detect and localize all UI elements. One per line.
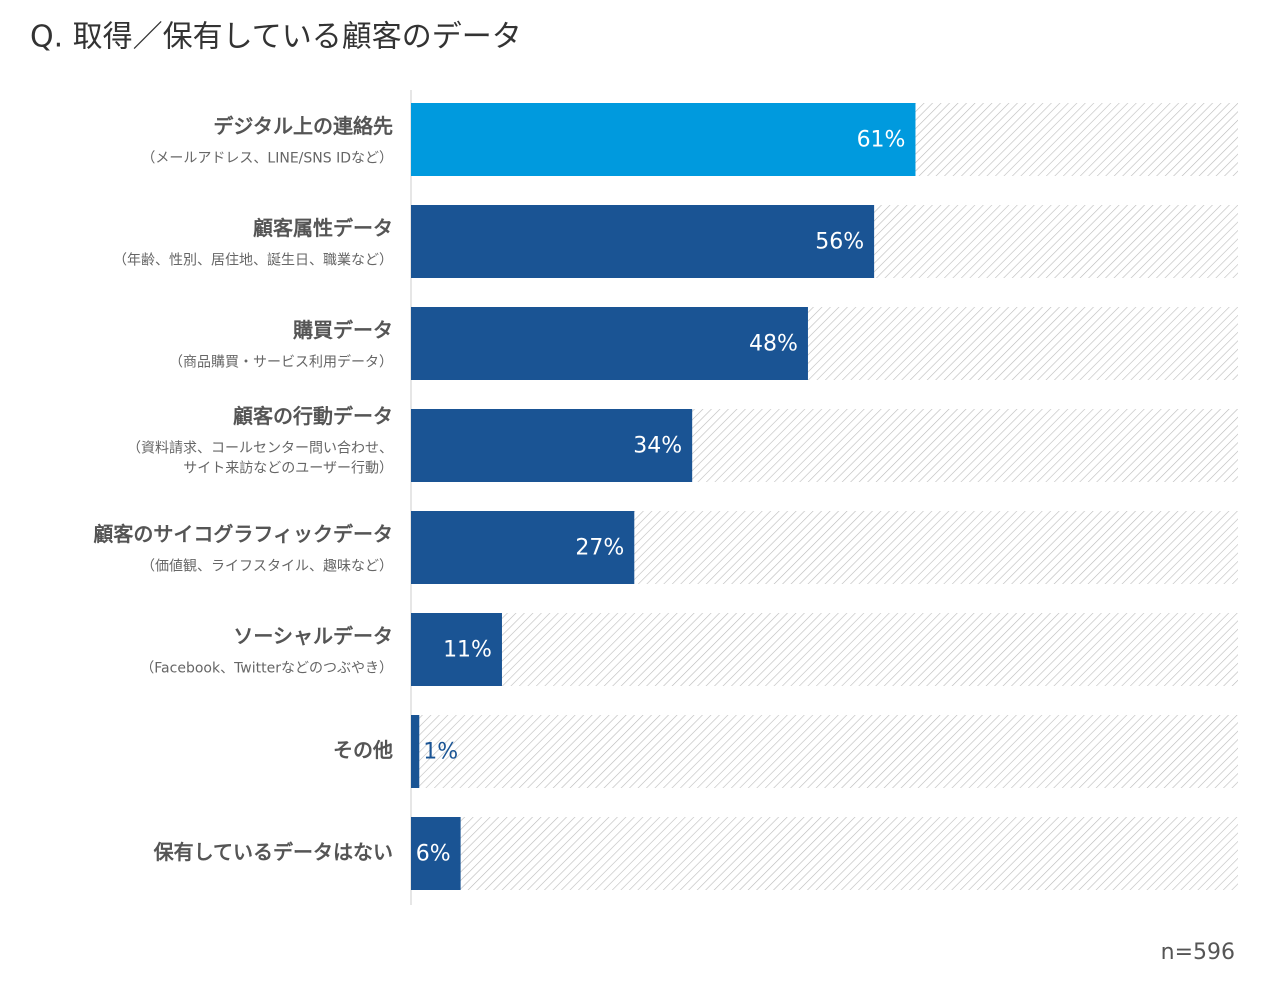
value-label: 1% — [423, 740, 458, 765]
category-sublabel: （商品購買・サービス利用データ） — [169, 354, 393, 371]
bar — [411, 613, 502, 686]
category-sublabel: サイト来訪などのユーザー行動） — [183, 461, 393, 477]
category-sublabel: （年齢、性別、居住地、誕生日、職業など） — [113, 253, 393, 269]
category-label: ソーシャルデータ — [233, 624, 393, 648]
bar — [411, 817, 461, 890]
bar — [411, 307, 808, 380]
sample-note: n=596 — [1161, 940, 1235, 965]
bar — [411, 409, 693, 482]
bar-background — [411, 613, 1238, 686]
category-label: 購買データ — [293, 318, 393, 342]
category-label: デジタル上の連絡先 — [213, 114, 393, 138]
bar-background — [411, 715, 1238, 788]
category-label: 保有しているデータはない — [153, 840, 393, 864]
category-sublabel: （Facebook、Twitterなどのつぶやき） — [140, 661, 393, 677]
bar — [411, 205, 875, 278]
value-label: 56% — [815, 230, 864, 255]
value-label: 27% — [575, 536, 624, 561]
bar — [411, 511, 635, 584]
value-label: 34% — [633, 434, 682, 459]
category-sublabel: （資料請求、コールセンター問い合わせ、 — [127, 441, 393, 457]
bar-background — [411, 817, 1238, 890]
bar — [411, 103, 916, 176]
category-label: その他 — [333, 738, 393, 762]
category-sublabel: （価値観、ライフスタイル、趣味など） — [141, 558, 393, 575]
category-label: 顧客属性データ — [253, 216, 393, 240]
category-label: 顧客の行動データ — [233, 404, 393, 428]
value-label: 11% — [443, 638, 492, 663]
category-label: 顧客のサイコグラフィックデータ — [93, 522, 393, 546]
category-sublabel: （メールアドレス、LINE/SNS IDなど） — [141, 151, 393, 167]
chart-title: Q. 取得／保有している顧客のデータ — [30, 20, 522, 55]
value-label: 48% — [749, 332, 798, 357]
value-label: 6% — [416, 842, 451, 867]
value-label: 61% — [857, 128, 906, 153]
bar — [411, 715, 420, 788]
